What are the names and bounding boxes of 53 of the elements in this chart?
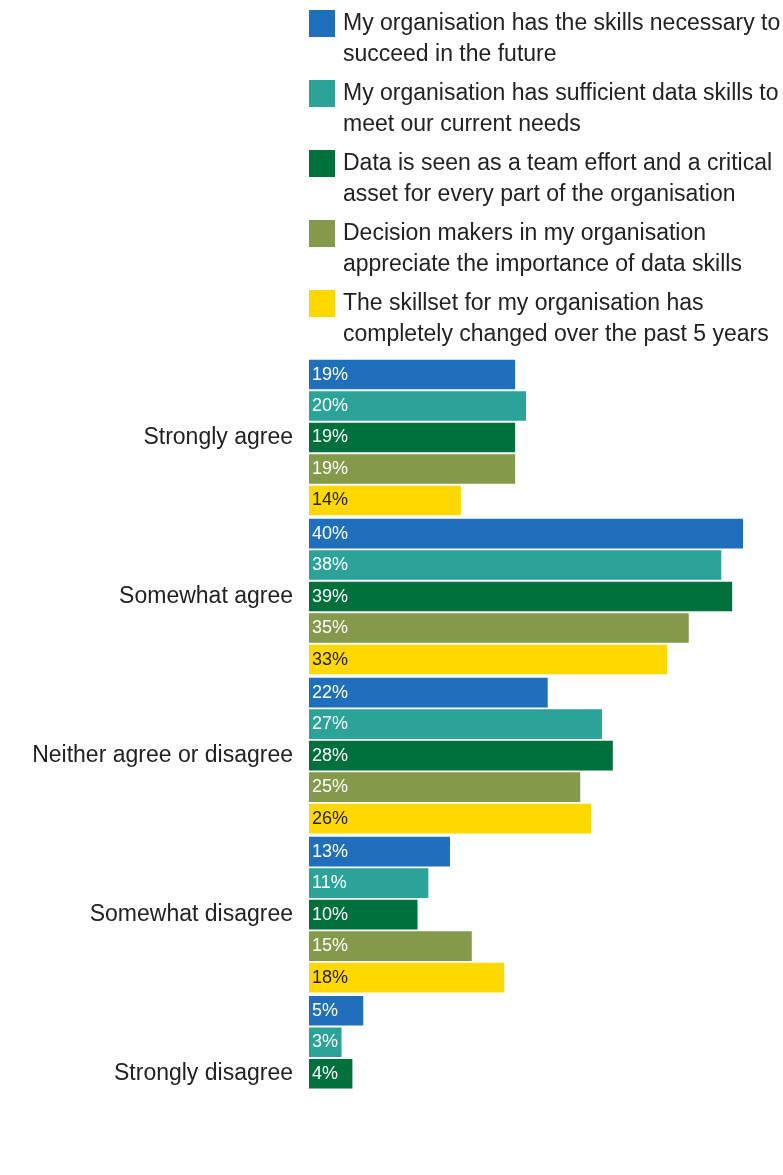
- bar: [309, 485, 461, 516]
- data-label: 39%: [312, 585, 349, 606]
- data-label: 27%: [312, 713, 349, 734]
- bar: [309, 359, 516, 390]
- y-tick-label: Somewhat agree: [119, 581, 293, 608]
- data-label: 40%: [312, 522, 349, 543]
- data-label: 19%: [312, 457, 349, 478]
- data-label: 26%: [312, 807, 349, 828]
- bar: [309, 962, 505, 993]
- data-label: 18%: [312, 966, 349, 987]
- data-label: 4%: [312, 1062, 339, 1083]
- legend-label: My organisation has sufficient data skills to meet our current needs: [343, 78, 779, 136]
- bar: [309, 772, 581, 802]
- y-tick-label: Somewhat disagree: [89, 899, 293, 926]
- bar: [309, 899, 418, 930]
- bar: [309, 550, 722, 580]
- bar: [309, 803, 592, 834]
- bar: [309, 868, 429, 898]
- bar: [309, 422, 516, 453]
- data-label: 33%: [312, 648, 349, 669]
- data-label: 11%: [312, 872, 347, 893]
- data-label: 10%: [312, 903, 349, 924]
- data-label: 38%: [312, 554, 349, 575]
- bar: [309, 644, 668, 675]
- data-label: 20%: [312, 395, 349, 415]
- legend-label: Data is seen as a team effort and a critical asset for every part of the organisation: [343, 148, 773, 206]
- bar: [309, 613, 689, 643]
- data-label: 13%: [312, 840, 349, 861]
- data-label: 14%: [312, 489, 349, 510]
- bar: [309, 581, 733, 612]
- bar: [309, 454, 516, 484]
- data-label: 5%: [312, 999, 339, 1020]
- bar: [309, 518, 743, 549]
- data-label: 3%: [312, 1031, 339, 1052]
- legend-label: My organisation has the skills necessary to succeed in the future: [343, 8, 781, 66]
- data-label: 15%: [312, 935, 349, 956]
- data-label: 19%: [312, 363, 349, 384]
- data-label: 19%: [312, 426, 349, 447]
- data-label: 25%: [312, 776, 349, 797]
- y-tick-label: Strongly disagree: [114, 1059, 293, 1086]
- bar: [309, 709, 602, 739]
- bar: [309, 740, 613, 771]
- data-label: 22%: [312, 681, 349, 702]
- bar: [309, 931, 472, 961]
- bar: [309, 836, 451, 867]
- y-tick-label: Strongly agree: [143, 422, 293, 449]
- bar: [309, 677, 548, 708]
- data-label: 35%: [312, 617, 349, 638]
- bar: [309, 391, 526, 421]
- legend-label: The skillset for my organisation has completely changed over the past 5 years: [343, 288, 769, 346]
- data-label: 28%: [312, 744, 349, 765]
- legend-label: Decision makers in my organisation appreciate the importance of data skills: [343, 218, 742, 276]
- y-tick-label: Neither agree or disagree: [32, 740, 293, 767]
